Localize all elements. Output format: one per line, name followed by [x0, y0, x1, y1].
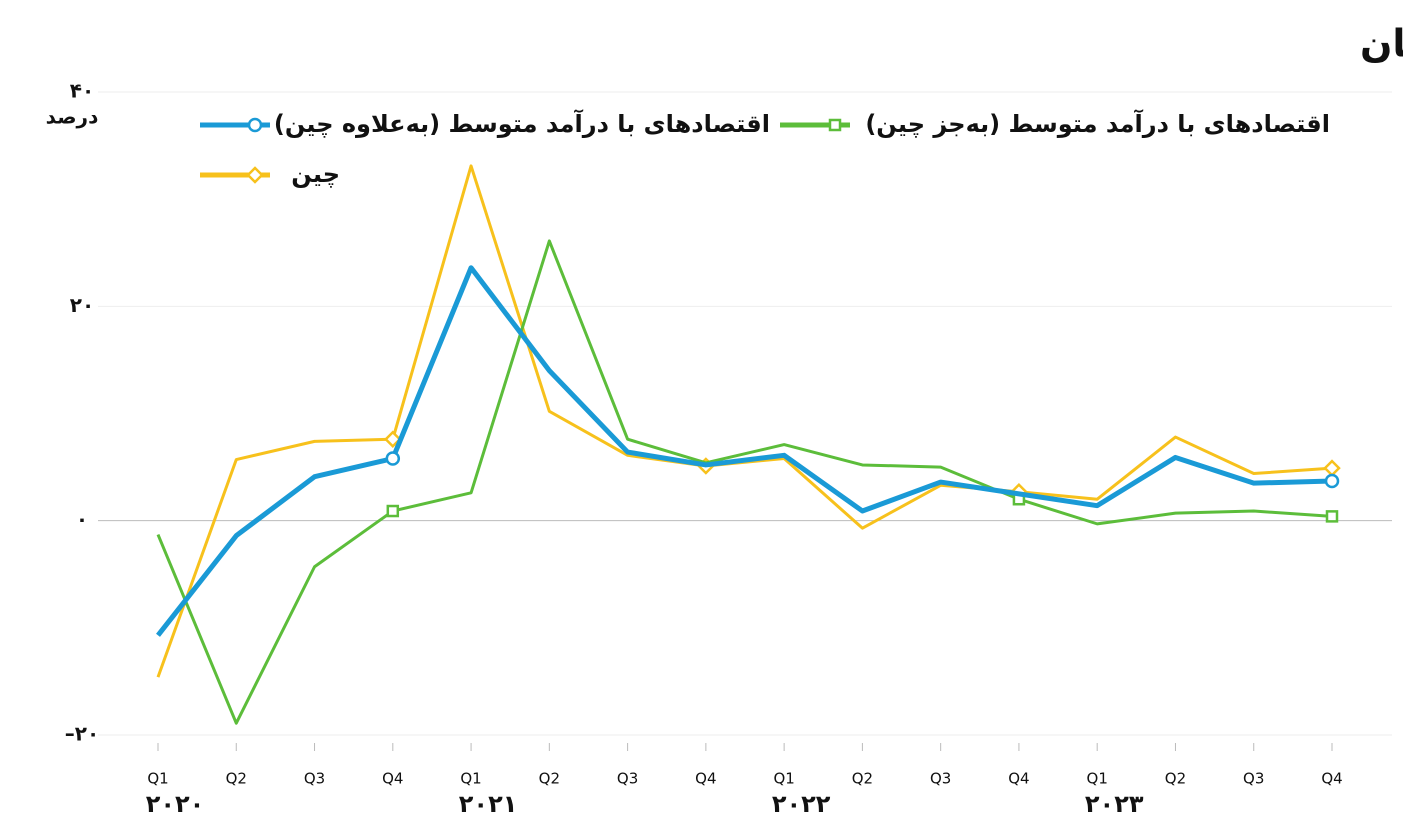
y-tick-label: ۲۰: [70, 293, 94, 317]
marker: [1324, 473, 1340, 489]
x-tick-label: Q3: [304, 770, 325, 788]
x-tick-label: Q2: [539, 770, 560, 788]
x-tick-label: Q1: [1087, 770, 1108, 788]
x-tick-label: Q4: [695, 770, 716, 788]
series-line: [156, 265, 1333, 637]
marker: [385, 451, 401, 466]
marker: [828, 118, 842, 132]
series-line: [156, 239, 1333, 725]
x-tick-label: Q1: [147, 770, 168, 788]
x-tick-label: Q3: [930, 770, 951, 788]
x-tick-label: Q4: [1008, 770, 1029, 788]
marker: [386, 504, 400, 518]
x-tick-label: Q3: [1243, 770, 1264, 788]
chart-title: نرخ رشد تولید صنعتی به تفکیک مناطق مختلف…: [1360, 22, 1403, 66]
marker: [246, 166, 264, 184]
legend-label: اقتصادهای با درآمد متوسط (به‌جز چین): [865, 109, 1330, 138]
x-tick-label: Q3: [617, 770, 638, 788]
y-tick-label: ۴۰: [70, 79, 94, 103]
y-tick-label: –۲۰: [65, 722, 99, 746]
x-tick-label: Q4: [1321, 770, 1342, 788]
series-line: [156, 164, 1333, 678]
x-tick-label: Q1: [773, 770, 794, 788]
legend-label: چین: [291, 160, 340, 188]
x-tick-label: Q2: [1165, 770, 1186, 788]
x-tick-label: Q1: [460, 770, 481, 788]
marker: [1323, 459, 1341, 477]
y-tick-label: ۰: [76, 507, 88, 531]
year-label: ۲۰۲۲: [772, 790, 831, 818]
marker: [1325, 510, 1339, 523]
x-tick-label: Q4: [382, 770, 403, 788]
x-tick-label: Q2: [852, 770, 873, 788]
year-label: ۲۰۲۰: [146, 790, 205, 818]
y-axis-label: درصد: [46, 105, 99, 129]
marker: [384, 430, 402, 448]
legend-label: اقتصادهای با درآمد متوسط (به‌علاوه چین): [274, 109, 770, 138]
year-label: ۲۰۲۱: [459, 790, 518, 818]
year-label: ۲۰۲۳: [1085, 790, 1144, 818]
marker: [247, 117, 263, 133]
x-tick-label: Q2: [226, 770, 247, 788]
